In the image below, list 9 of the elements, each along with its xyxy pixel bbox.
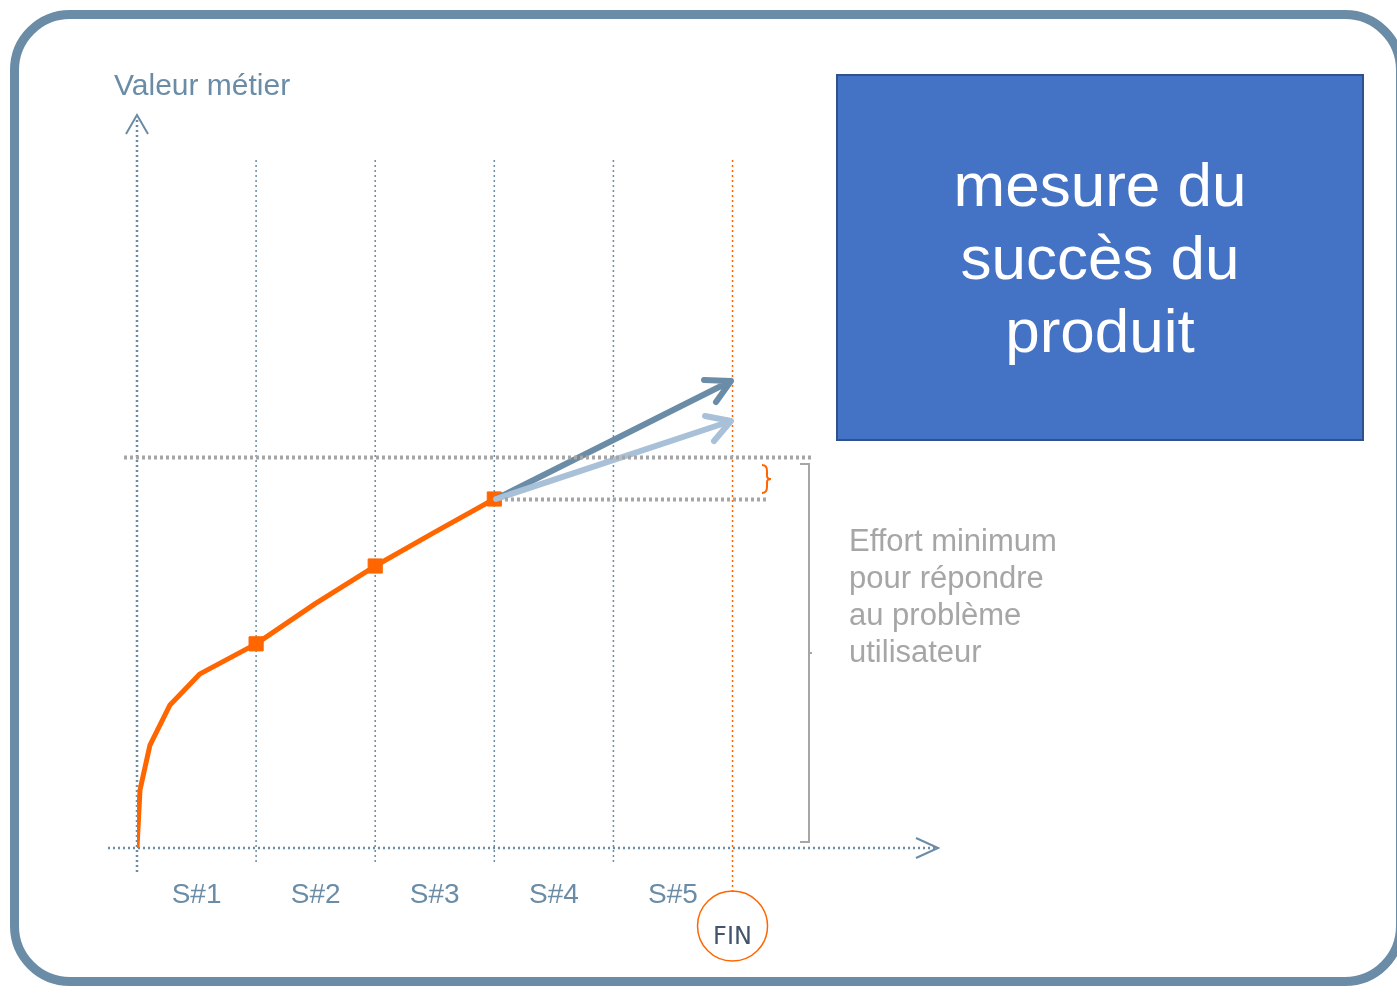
x-tick-label: S#1 [171,877,222,909]
ref-line-label: FIN [713,922,752,951]
x-tick-label: S#3 [409,877,460,909]
text: Valeur métier [114,68,291,102]
x-tick-label: S#4 [528,877,579,909]
x-tick-label: S#2 [290,877,341,909]
callout-box: mesure du succès du produit [836,74,1364,441]
x-tick-label: S#5 [648,877,698,909]
annotation: Effort minimum pour répondre au problème utilisateur [849,522,1058,670]
